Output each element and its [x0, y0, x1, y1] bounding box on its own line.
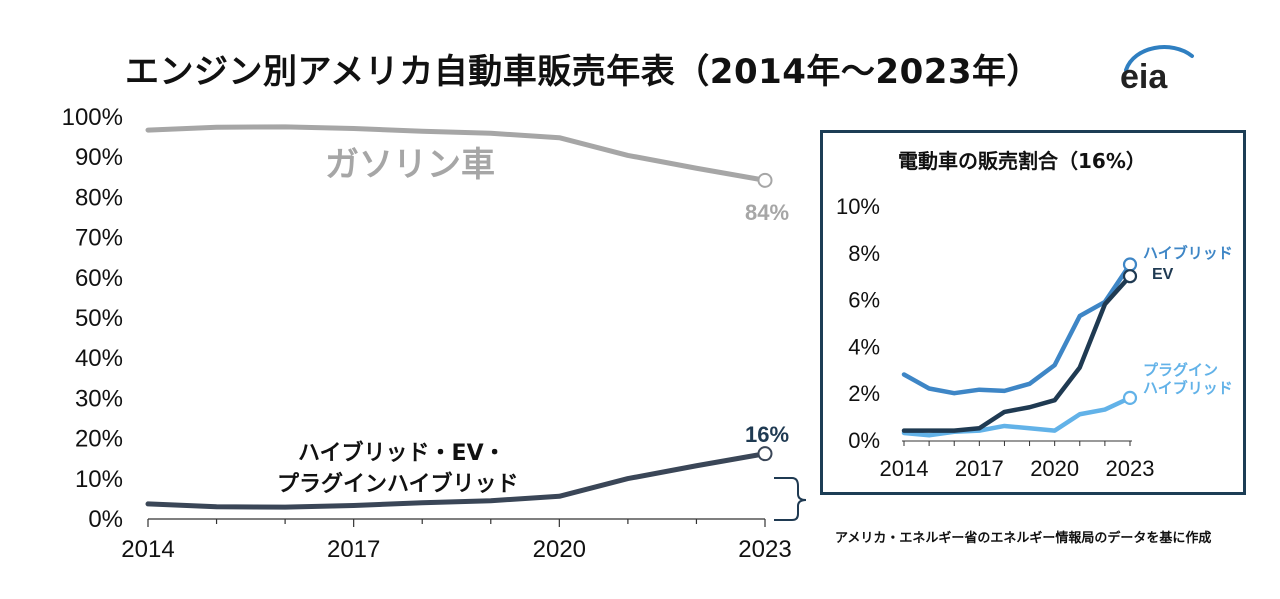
hybrid-line — [901, 262, 1133, 396]
main-y-tick-label: 20% — [75, 426, 123, 453]
main-y-tick-label: 70% — [75, 225, 123, 252]
gasoline-line-end-marker — [757, 172, 773, 188]
inset-y-axis: 0% 2% 4% 6% 8% 10% — [836, 194, 880, 453]
electrified-end-label: 16% — [745, 422, 789, 447]
inset-x-tick-label: 2014 — [880, 456, 929, 481]
main-y-tick-label: 60% — [75, 265, 123, 292]
inset-title: 電動車の販売割合（16%） — [898, 149, 1146, 173]
main-y-tick-label: 30% — [75, 385, 123, 412]
electrified-line-end-marker — [757, 446, 773, 462]
main-y-tick-label: 50% — [75, 305, 123, 332]
main-y-tick-label: 10% — [75, 466, 123, 493]
main-x-tick-label: 2014 — [121, 536, 174, 563]
inset-y-tick-label: 8% — [848, 241, 880, 266]
electrified-label-line2: プラグインハイブリッド — [277, 471, 519, 497]
inset-y-tick-label: 2% — [848, 381, 880, 406]
main-y-tick-label: 0% — [88, 506, 123, 533]
eia-logo-text: eia — [1120, 58, 1168, 96]
electrified-line — [145, 451, 768, 510]
ev-series-label: EV — [1152, 266, 1174, 283]
hybrid-line-end-marker — [1122, 257, 1138, 272]
inset-x-tick-label: 2023 — [1106, 456, 1155, 481]
main-x-tick-label: 2020 — [533, 536, 586, 563]
plugin-hybrid-line-end-marker — [1122, 390, 1138, 405]
ev-line-end-marker — [1122, 269, 1138, 284]
main-y-tick-label: 40% — [75, 345, 123, 372]
phev-label-line1: プラグイン — [1143, 361, 1218, 379]
chart-title: エンジン別アメリカ自動車販売年表（2014年〜2023年） — [125, 52, 1042, 92]
gasoline-line — [145, 124, 768, 183]
inset-y-tick-label: 0% — [848, 428, 880, 453]
main-y-tick-label: 100% — [62, 104, 123, 131]
inset-panel — [820, 130, 1246, 495]
inset-y-tick-label: 10% — [836, 194, 880, 219]
brace-icon — [774, 477, 807, 521]
main-y-axis: 0% 10% 20% 30% 40% 50% 60% 70% 80% 90% 100% — [62, 104, 123, 533]
source-note: アメリカ・エネルギー省のエネルギー情報局のデータを基に作成 — [835, 531, 1212, 546]
ev-line — [901, 273, 1133, 433]
main-y-tick-label: 90% — [75, 144, 123, 171]
phev-label-line2: ハイブリッド — [1143, 379, 1233, 397]
main-x-tick-label: 2023 — [738, 536, 791, 563]
inset-x-axis: 2014 2017 2020 2023 — [880, 440, 1155, 481]
eia-logo-swoosh — [1124, 45, 1194, 72]
gasoline-series-label: ガソリン車 — [325, 145, 495, 185]
inset-y-tick-label: 4% — [848, 334, 880, 359]
main-x-tick-label: 2017 — [327, 536, 380, 563]
inset-x-tick-label: 2020 — [1030, 456, 1079, 481]
inset-x-tick-label: 2017 — [955, 456, 1004, 481]
inset-series — [901, 257, 1138, 438]
main-x-axis: 2014 2017 2020 2023 — [121, 518, 792, 563]
gasoline-end-label: 84% — [745, 200, 789, 225]
hybrid-series-label: ハイブリッド — [1143, 244, 1233, 262]
eia-logo-icon: eia — [1120, 45, 1194, 96]
main-series — [145, 124, 773, 510]
plugin-hybrid-line — [901, 395, 1133, 438]
main-y-tick-label: 80% — [75, 184, 123, 211]
electrified-label-line1: ハイブリッド・EV・ — [298, 440, 506, 466]
inset-y-tick-label: 6% — [848, 288, 880, 313]
